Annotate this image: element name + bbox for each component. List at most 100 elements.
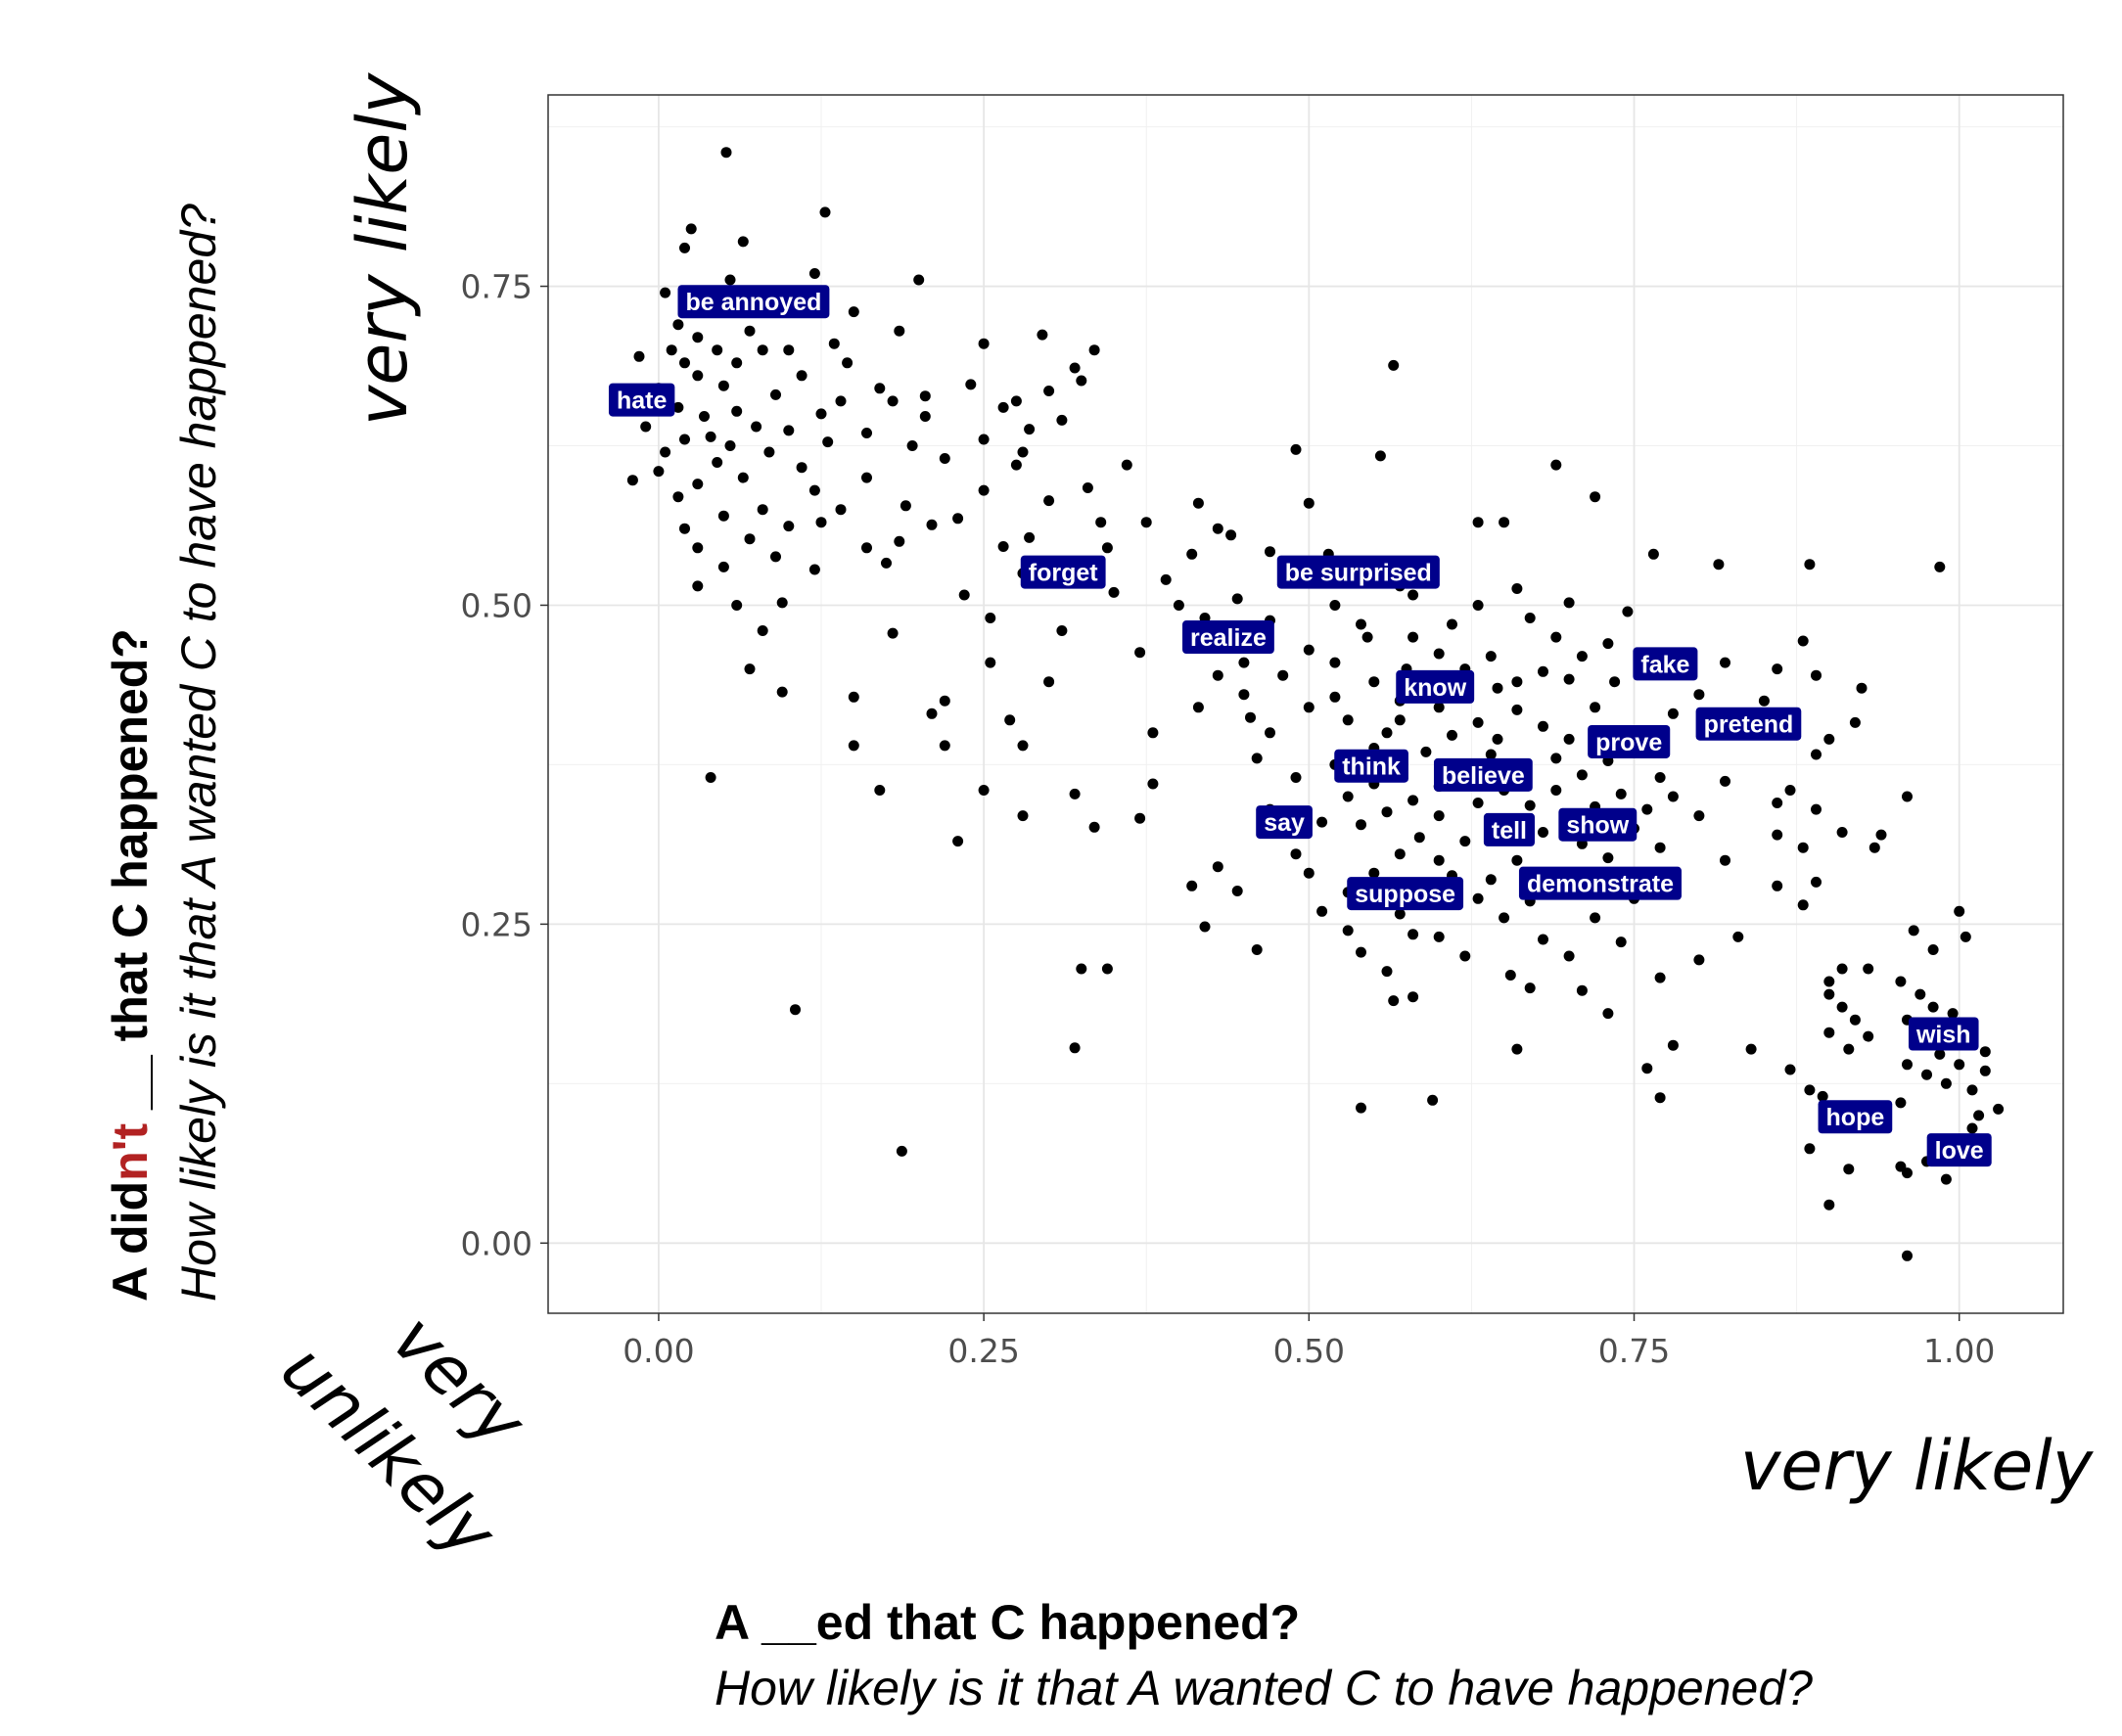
scatter-point xyxy=(1745,1043,1757,1055)
scatter-point xyxy=(808,484,820,496)
scatter-point xyxy=(679,434,690,445)
scatter-point xyxy=(997,541,1009,552)
scatter-point xyxy=(1316,905,1328,917)
scatter-point xyxy=(1388,359,1400,371)
scatter-point xyxy=(717,380,729,391)
scatter-point xyxy=(848,306,859,318)
scatter-point xyxy=(1472,716,1484,728)
word-label-box xyxy=(1558,807,1638,842)
word-label: suppose xyxy=(1347,877,1464,911)
scatter-point xyxy=(815,408,827,420)
scatter-point xyxy=(1459,950,1471,962)
scatter-point xyxy=(1010,459,1022,471)
scatter-point xyxy=(1433,648,1445,660)
scatter-point xyxy=(848,740,859,752)
scatter-point xyxy=(1576,984,1588,996)
x-tick-label: 0.25 xyxy=(947,1332,1019,1370)
word-label-text: tell xyxy=(1492,817,1527,845)
scatter-point xyxy=(978,484,990,496)
scatter-point xyxy=(1811,749,1822,760)
grid-lines xyxy=(548,95,2063,1313)
word-label-text: be surprised xyxy=(1285,560,1432,587)
scatter-point xyxy=(1212,523,1223,534)
scatter-point xyxy=(1524,799,1536,811)
scatter-point xyxy=(1231,886,1243,896)
axis-ticks: 0.00 0.25 0.50 0.75 1.00 0.00 0.25 0.50 0.75 xyxy=(461,268,1996,1370)
scatter-point xyxy=(1797,842,1809,853)
scatter-point xyxy=(1134,647,1146,659)
scatter-point xyxy=(1836,827,1848,838)
scatter-point xyxy=(744,533,756,545)
scatter-point xyxy=(1550,631,1562,643)
word-label-box xyxy=(608,383,675,417)
y-axis-title-end: __ that C happened? xyxy=(103,628,158,1123)
scatter-point xyxy=(744,663,756,675)
scatter-point xyxy=(1511,676,1523,688)
scatter-point xyxy=(1667,1039,1679,1051)
scatter-point xyxy=(1804,1084,1816,1096)
scatter-point xyxy=(828,338,840,349)
scatter-point xyxy=(1720,657,1730,668)
word-label-text: think xyxy=(1342,754,1401,781)
scatter-point xyxy=(1538,665,1548,677)
y-axis-title-start: A did xyxy=(103,1181,158,1302)
scatter-point xyxy=(985,657,996,668)
scatter-point xyxy=(1576,651,1588,662)
scatter-point xyxy=(881,557,892,569)
scatter-point xyxy=(679,242,690,253)
scatter-point xyxy=(1868,842,1880,853)
word-label-text: hope xyxy=(1826,1104,1885,1131)
scatter-point xyxy=(712,344,723,356)
scatter-point xyxy=(692,542,704,554)
scatter-point xyxy=(1960,931,1971,942)
scatter-point xyxy=(887,395,899,407)
scatter-point xyxy=(1492,682,1503,694)
scatter-point xyxy=(1303,644,1315,656)
scatter-point xyxy=(1499,517,1510,528)
scatter-point xyxy=(1069,788,1081,799)
scatter-point xyxy=(1849,716,1861,728)
scatter-point xyxy=(861,542,872,554)
word-label-box xyxy=(1695,707,1802,741)
scatter-point xyxy=(926,519,938,530)
scatter-point xyxy=(1895,1097,1907,1109)
y-axis-subtitle: How likely is it that A wanted C to have… xyxy=(171,204,226,1302)
scatter-point xyxy=(835,504,847,516)
scatter-point xyxy=(731,357,743,369)
scatter-point xyxy=(1290,848,1302,860)
scatter-point xyxy=(1804,1143,1816,1155)
scatter-point xyxy=(1433,931,1445,942)
scatter-point xyxy=(1140,517,1152,528)
scatter-point xyxy=(685,223,697,235)
scatter-point xyxy=(978,434,990,445)
scatter-point xyxy=(1043,495,1055,507)
scatter-point xyxy=(1251,753,1263,764)
word-label: wish xyxy=(1908,1017,1979,1051)
scatter-point xyxy=(1654,972,1666,983)
scatter-point xyxy=(1199,921,1211,933)
scatter-point xyxy=(874,383,886,394)
scatter-point xyxy=(1615,788,1627,799)
scatter-point xyxy=(1602,1008,1614,1020)
scatter-point xyxy=(1563,597,1575,609)
scatter-point xyxy=(757,625,768,636)
scatter-point xyxy=(770,388,781,400)
word-label: hope xyxy=(1818,1100,1893,1134)
scatter-point xyxy=(1784,1064,1796,1075)
scatter-point xyxy=(1225,529,1237,541)
scatter-point xyxy=(1238,657,1250,668)
scatter-point xyxy=(737,236,749,248)
word-label-box xyxy=(1588,724,1671,758)
scatter-point xyxy=(1160,573,1172,585)
scatter-point xyxy=(926,708,938,719)
scatter-point xyxy=(790,1004,801,1016)
scatter-point xyxy=(666,344,677,356)
scatter-point xyxy=(887,627,899,639)
scatter-point xyxy=(1499,912,1510,924)
scatter-point xyxy=(796,370,807,382)
scatter-point xyxy=(1654,772,1666,783)
scatter-point xyxy=(1329,600,1341,611)
scatter-point xyxy=(822,436,834,448)
scatter-point xyxy=(1192,497,1204,509)
word-label-box xyxy=(1518,866,1682,900)
